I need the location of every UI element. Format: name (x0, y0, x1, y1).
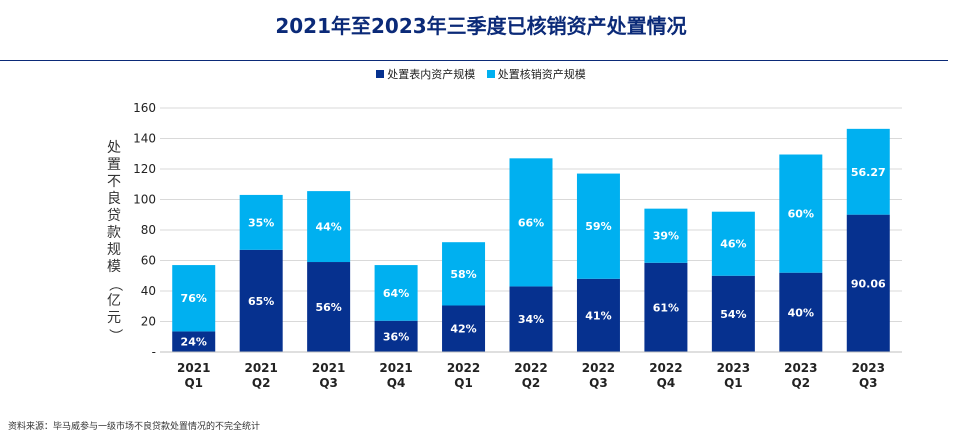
legend-label-writeoff: 处置核销资产规模 (497, 68, 586, 81)
bar-onbalance (442, 305, 486, 352)
y-axis-label-char: 贷 (107, 208, 121, 224)
y-tick-label: 100 (133, 193, 156, 207)
x-tick-label-quarter: Q1 (454, 376, 473, 390)
y-tick-label: 80 (141, 223, 156, 237)
data-label-writeoff: 66% (518, 216, 544, 229)
bar-onbalance (711, 275, 755, 352)
y-tick-label: - (152, 345, 156, 359)
x-tick-label-quarter: Q2 (792, 376, 811, 390)
bar-onbalance (846, 214, 890, 352)
chart-title: 2021年至2023年三季度已核销资产处置情况 (275, 14, 687, 38)
source-note: 资料来源：毕马威参与一级市场不良贷款处置情况的不完全统计 (8, 422, 261, 432)
legend-swatch-onbalance (376, 70, 385, 78)
data-label-writeoff: 35% (248, 216, 274, 229)
bar-onbalance (307, 262, 351, 352)
data-label-onbalance: 41% (585, 309, 611, 322)
data-label-onbalance: 40% (788, 306, 814, 319)
bar-writeoff (711, 211, 755, 276)
y-axis-label-char: 良 (107, 191, 121, 207)
bar-onbalance (509, 286, 553, 352)
bar-writeoff (374, 265, 418, 321)
legend-item-onbalance: 处置表内资产规模 (376, 66, 475, 82)
y-axis-label: 处置不良贷款规模（亿元） (104, 140, 124, 344)
x-tick-label-year: 2023 (852, 361, 885, 375)
data-label-onbalance: 34% (518, 313, 544, 326)
x-tick-label-year: 2023 (717, 361, 750, 375)
data-label-onbalance: 65% (248, 295, 274, 308)
bar-onbalance (576, 278, 620, 352)
bar-onbalance (644, 262, 688, 352)
y-axis-label-char: 不 (107, 174, 121, 190)
data-label-writeoff: 76% (181, 292, 207, 305)
x-tick-label-quarter: Q3 (319, 376, 338, 390)
y-tick-label: 120 (133, 162, 156, 176)
y-tick-label: 160 (133, 101, 156, 115)
x-tick-label-quarter: Q1 (184, 376, 203, 390)
data-label-onbalance: 61% (653, 301, 679, 314)
data-label-writeoff: 56.27 (851, 166, 886, 179)
data-label-writeoff: 64% (383, 287, 409, 300)
bar-onbalance (239, 249, 283, 352)
y-axis-label-char: 亿 (107, 293, 121, 309)
bar-writeoff (644, 208, 688, 263)
data-label-onbalance: 90.06 (851, 277, 886, 290)
data-label-onbalance: 24% (181, 336, 207, 349)
bar-writeoff (442, 242, 486, 306)
x-tick-label-year: 2023 (784, 361, 817, 375)
data-label-writeoff: 44% (315, 221, 341, 234)
x-tick-label-quarter: Q3 (589, 376, 608, 390)
bar-writeoff (172, 265, 216, 332)
x-tick-label-year: 2021 (177, 361, 210, 375)
x-tick-label-quarter: Q4 (387, 376, 406, 390)
y-tick-label: 20 (141, 315, 156, 329)
legend-label-onbalance: 处置表内资产规模 (387, 68, 476, 81)
y-tick-label: 40 (141, 284, 156, 298)
y-axis-label-char: 规 (107, 242, 121, 258)
y-axis-label-char: 元 (107, 310, 121, 326)
x-tick-label-quarter: Q2 (252, 376, 271, 390)
x-tick-label-quarter: Q1 (724, 376, 743, 390)
bar-writeoff (846, 128, 890, 215)
x-tick-label-year: 2021 (244, 361, 277, 375)
x-tick-label-year: 2022 (447, 361, 480, 375)
x-tick-label-quarter: Q2 (522, 376, 541, 390)
data-label-writeoff: 60% (788, 208, 814, 221)
x-tick-label-year: 2021 (312, 361, 345, 375)
data-label-onbalance: 36% (383, 330, 409, 343)
data-label-onbalance: 42% (450, 323, 476, 336)
y-tick-label: 140 (133, 132, 156, 146)
bar-writeoff (239, 194, 283, 250)
y-axis-label-char: 处 (107, 140, 121, 156)
data-label-onbalance: 54% (720, 308, 746, 321)
data-label-writeoff: 46% (720, 238, 746, 251)
bar-writeoff (779, 154, 823, 273)
x-tick-label-year: 2022 (582, 361, 615, 375)
title-divider (0, 60, 948, 61)
bar-writeoff (576, 173, 620, 279)
data-label-writeoff: 59% (585, 220, 611, 233)
bar-onbalance (172, 331, 216, 352)
bar-writeoff (509, 158, 553, 287)
data-label-onbalance: 56% (315, 301, 341, 314)
bar-onbalance (779, 272, 823, 352)
x-tick-label-year: 2022 (514, 361, 547, 375)
y-axis-label-char: 置 (107, 157, 121, 173)
data-label-writeoff: 58% (450, 268, 476, 281)
x-tick-label-quarter: Q3 (859, 376, 878, 390)
x-tick-label-quarter: Q4 (657, 376, 676, 390)
y-axis-label-char: 款 (107, 225, 121, 241)
y-axis-label-char: 模 (107, 259, 121, 275)
bar-writeoff (307, 191, 351, 263)
legend-item-writeoff: 处置核销资产规模 (486, 66, 586, 82)
x-tick-label-year: 2022 (649, 361, 682, 375)
x-tick-label-year: 2021 (379, 361, 412, 375)
y-tick-label: 60 (141, 254, 156, 268)
bar-onbalance (374, 320, 418, 352)
data-label-writeoff: 39% (653, 230, 679, 243)
legend-swatch-writeoff (486, 70, 495, 78)
legend: 处置表内资产规模 处置核销资产规模 (0, 66, 962, 82)
